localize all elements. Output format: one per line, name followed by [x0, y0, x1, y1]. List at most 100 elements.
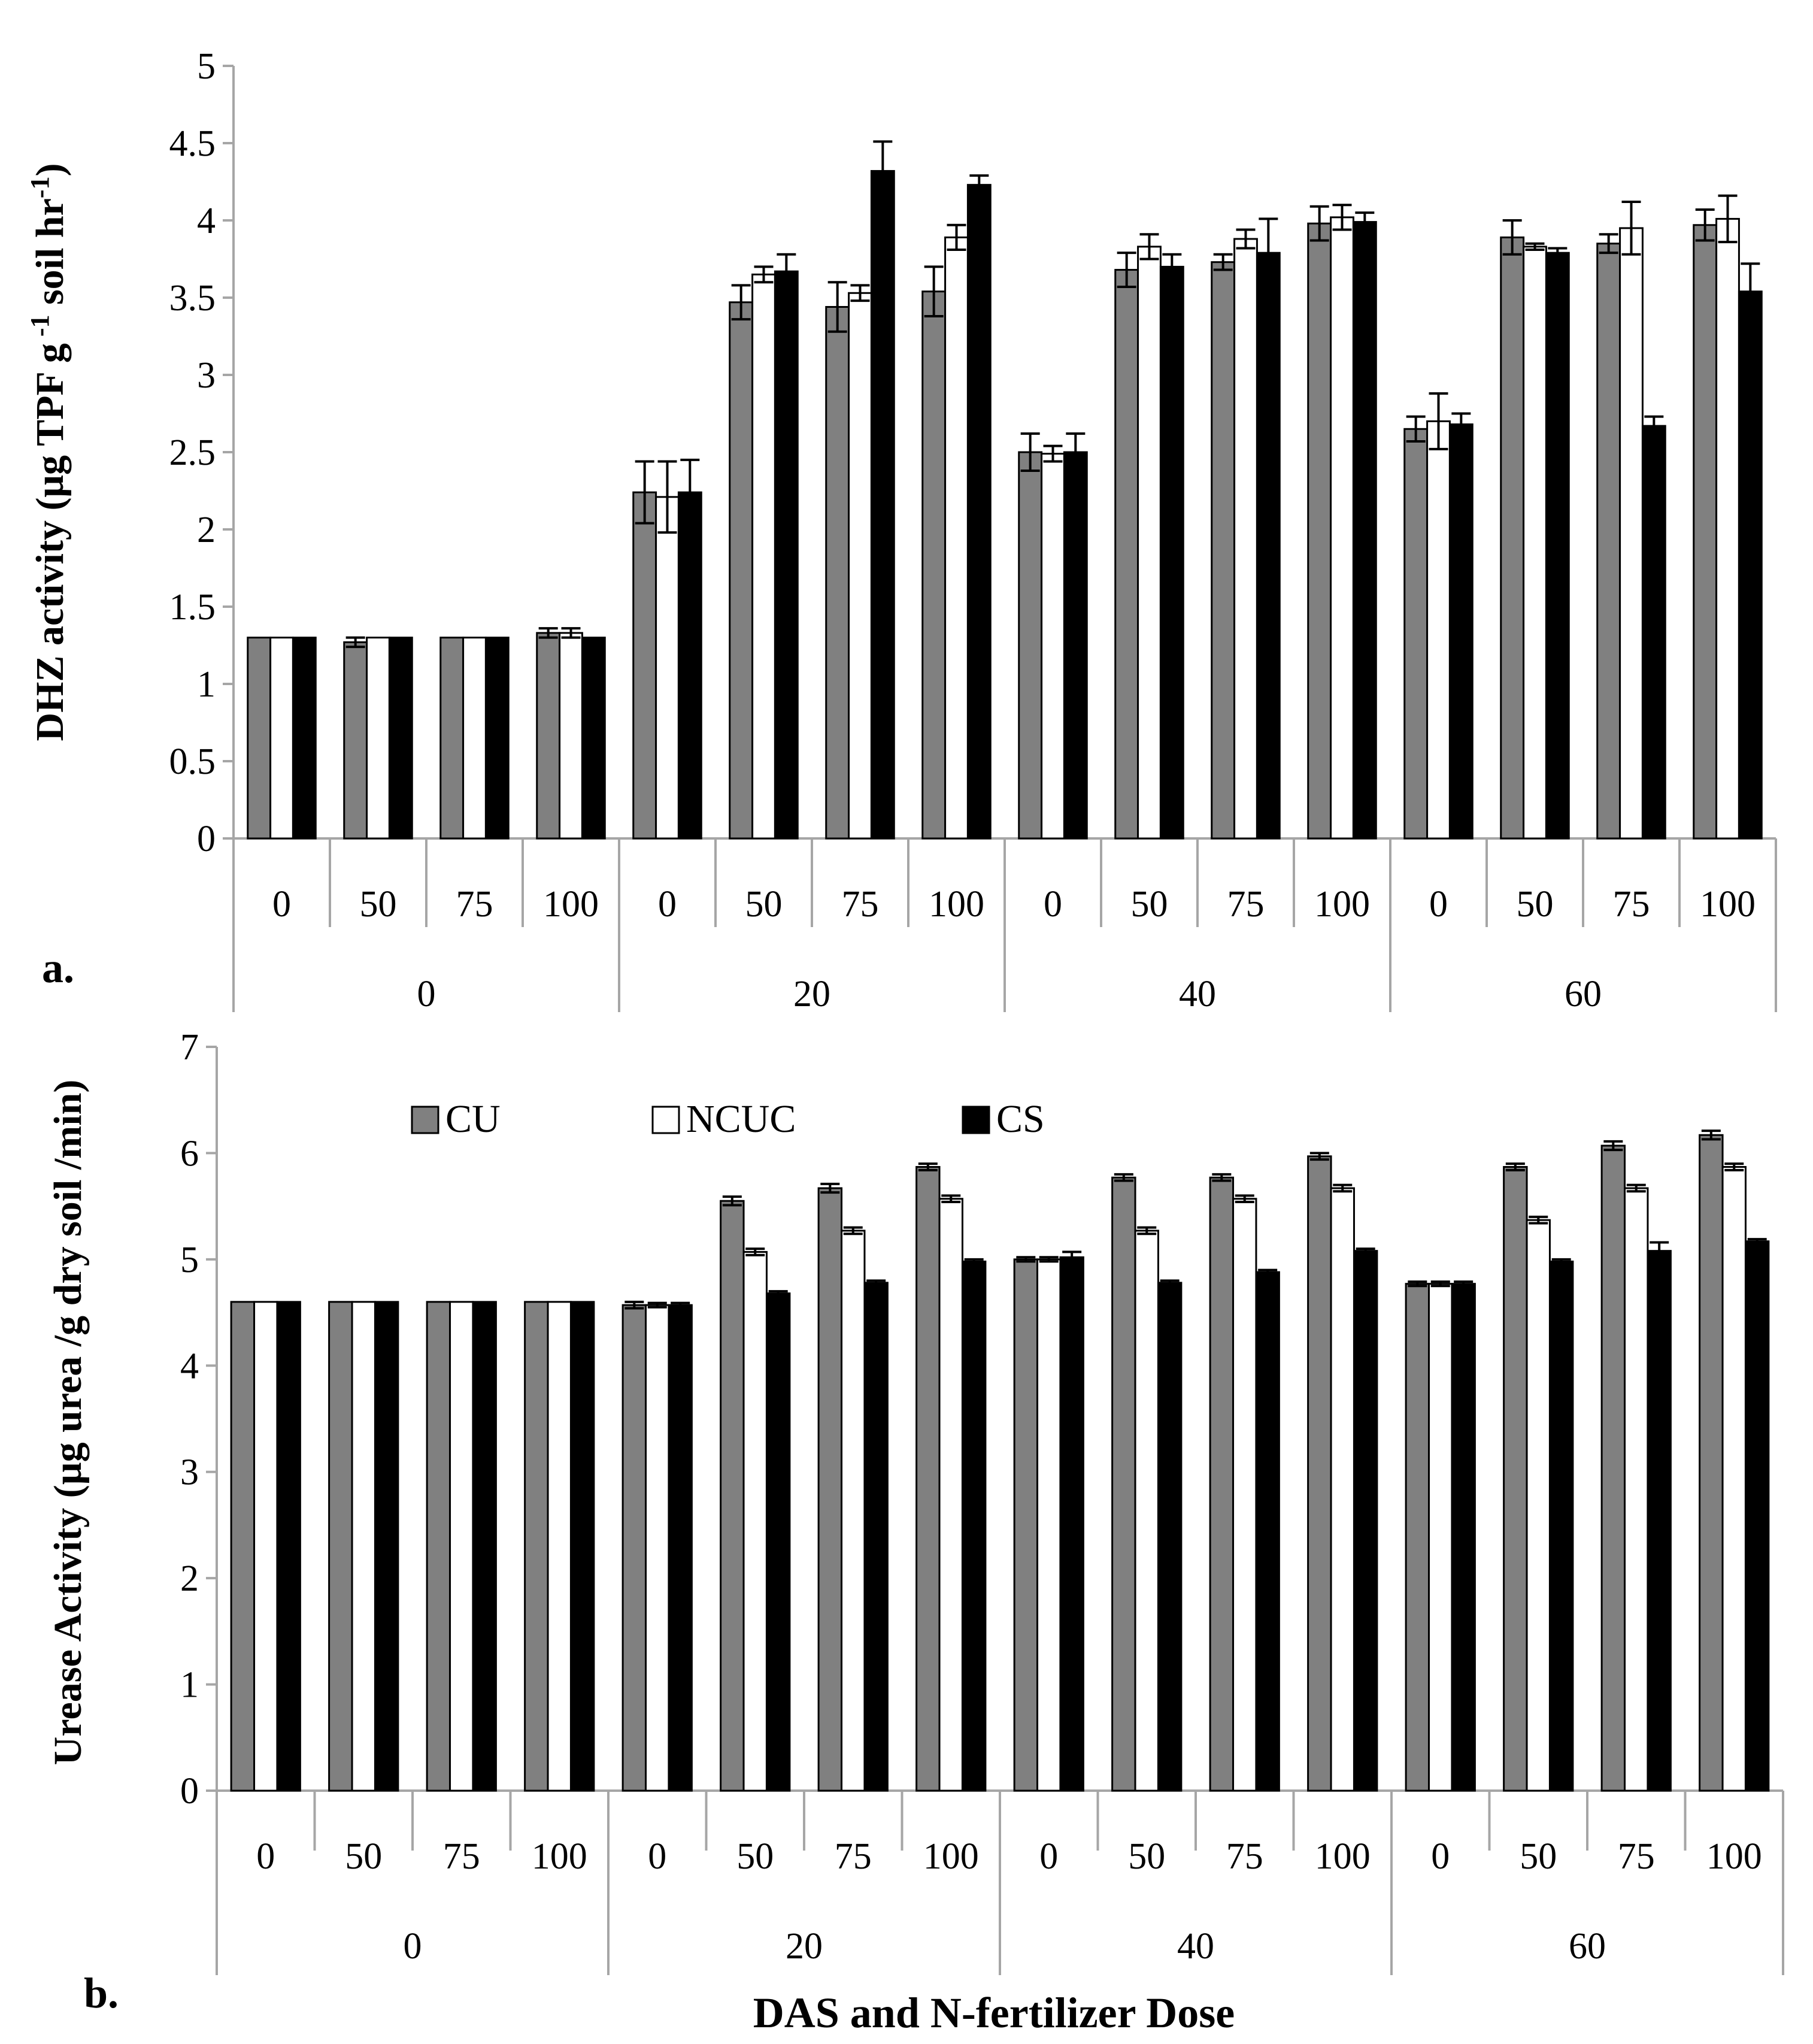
- bar-ncuc: [751, 273, 776, 840]
- y-tick-label: 2: [197, 510, 216, 550]
- dose-label: 100: [1314, 884, 1370, 925]
- legend-label-cs: CS: [996, 1097, 1045, 1141]
- bar-cu: [1600, 1144, 1626, 1792]
- bar-cu: [1013, 1258, 1039, 1792]
- y-tick-label: 7: [180, 1027, 199, 1068]
- bar-cu: [921, 290, 947, 840]
- bar-cu: [1307, 222, 1332, 840]
- dose-label: 75: [1618, 1836, 1655, 1877]
- bar-cs: [276, 1301, 301, 1792]
- das-group-label: 0: [417, 974, 436, 1015]
- dose-label: 75: [842, 884, 879, 925]
- bar-cs: [863, 1282, 889, 1792]
- bar-cu: [1209, 1176, 1235, 1792]
- bar-ncuc: [655, 496, 680, 840]
- bar-cs: [1255, 1271, 1280, 1792]
- bar-cs: [1744, 1240, 1770, 1792]
- bar-cs: [569, 1301, 595, 1792]
- dose-label: 50: [360, 884, 397, 925]
- bar-ncuc: [1526, 1219, 1551, 1792]
- bar-ncuc: [848, 292, 872, 840]
- y-tick-label: 3: [180, 1452, 199, 1493]
- dose-label: 50: [1517, 884, 1554, 925]
- bar-cu: [720, 1200, 745, 1792]
- dose-label: 0: [272, 884, 291, 925]
- bar-ncuc: [559, 632, 583, 840]
- y-tick-label: 1.5: [169, 587, 216, 628]
- bar-cs: [961, 1260, 987, 1792]
- bar-cs: [1256, 252, 1281, 840]
- bar-cu: [825, 305, 850, 840]
- dose-label: 100: [1706, 1836, 1762, 1877]
- bar-cu: [247, 637, 272, 840]
- dose-label: 0: [1431, 1836, 1450, 1877]
- bar-cs: [1159, 265, 1184, 840]
- y-axis-title: Urease Activity (µg urea /g dry soil /mi…: [46, 1080, 90, 1766]
- panel-label: b.: [84, 1969, 119, 2017]
- dose-label: 50: [345, 1836, 382, 1877]
- bar-cu: [1500, 236, 1525, 840]
- y-tick-label: 3: [197, 355, 216, 396]
- y-tick-label: 2: [180, 1558, 199, 1599]
- y-tick-label: 1: [180, 1665, 199, 1706]
- bar-cu: [1111, 1176, 1136, 1792]
- bar-ncuc: [269, 637, 294, 840]
- y-tick-label: 0: [197, 819, 216, 859]
- bar-cu: [343, 641, 368, 840]
- dose-label: 75: [443, 1836, 480, 1877]
- bar-ncuc: [449, 1301, 474, 1792]
- bar-ncuc: [645, 1304, 670, 1792]
- y-tick-label: 5: [180, 1240, 199, 1280]
- bar-ncuc: [1330, 1187, 1355, 1792]
- chart-panel-b: 0 1 2 3 4 5 6 7 0 50 75 100 0 0 50 75 100 20 0 50 75 100 40 0 50…: [46, 1027, 1784, 2037]
- bar-ncuc: [1134, 1230, 1159, 1792]
- dose-label: 50: [1128, 1836, 1165, 1877]
- bar-cu: [1693, 224, 1718, 840]
- dose-label: 50: [1131, 884, 1168, 925]
- bar-ncuc: [351, 1301, 376, 1792]
- das-group-label: 20: [786, 1926, 823, 1967]
- legend-label-ncuc: NCUC: [686, 1097, 796, 1141]
- dose-label: 0: [648, 1836, 666, 1877]
- bar-cs: [1545, 252, 1570, 840]
- bar-cu: [328, 1301, 353, 1792]
- bar-ncuc: [462, 637, 487, 840]
- bar-cu: [230, 1301, 256, 1792]
- bar-cu: [426, 1301, 451, 1792]
- bar-cs: [1548, 1260, 1574, 1792]
- bar-cs: [388, 637, 413, 840]
- bar-cs: [1352, 221, 1377, 840]
- dose-label: 0: [658, 884, 677, 925]
- bar-cu: [1403, 428, 1429, 840]
- dose-label: 75: [1613, 884, 1650, 925]
- bar-cs: [1738, 290, 1763, 840]
- bar-cu: [632, 491, 657, 840]
- bar-cs: [581, 637, 606, 840]
- bar-ncuc: [1523, 246, 1547, 840]
- x-axis-title: DAS and N-fertilizer Dose: [753, 1989, 1235, 2037]
- dose-label: 0: [1044, 884, 1062, 925]
- bar-ncuc: [1041, 453, 1065, 840]
- bar-cs: [1353, 1250, 1378, 1792]
- bar-cs: [472, 1301, 497, 1792]
- bar-ncuc: [366, 637, 390, 840]
- y-tick-label: 4.5: [169, 123, 216, 164]
- dose-label: 0: [1039, 1836, 1058, 1877]
- bar-cu: [1699, 1134, 1724, 1792]
- legend-swatch-ncuc: [651, 1106, 680, 1134]
- y-tick-label: 6: [180, 1133, 199, 1174]
- y-tick-label: 1: [197, 664, 216, 705]
- bar-ncuc: [742, 1250, 768, 1792]
- bar-cu: [1596, 243, 1621, 840]
- bar-ncuc: [841, 1230, 866, 1792]
- bar-ncuc: [944, 236, 969, 840]
- bar-cs: [1063, 451, 1088, 840]
- legend-swatch-cu: [411, 1106, 439, 1134]
- bar-cs: [1059, 1256, 1084, 1792]
- dose-label: 100: [543, 884, 599, 925]
- bar-cs: [668, 1304, 693, 1792]
- y-tick-label: 4: [197, 201, 216, 241]
